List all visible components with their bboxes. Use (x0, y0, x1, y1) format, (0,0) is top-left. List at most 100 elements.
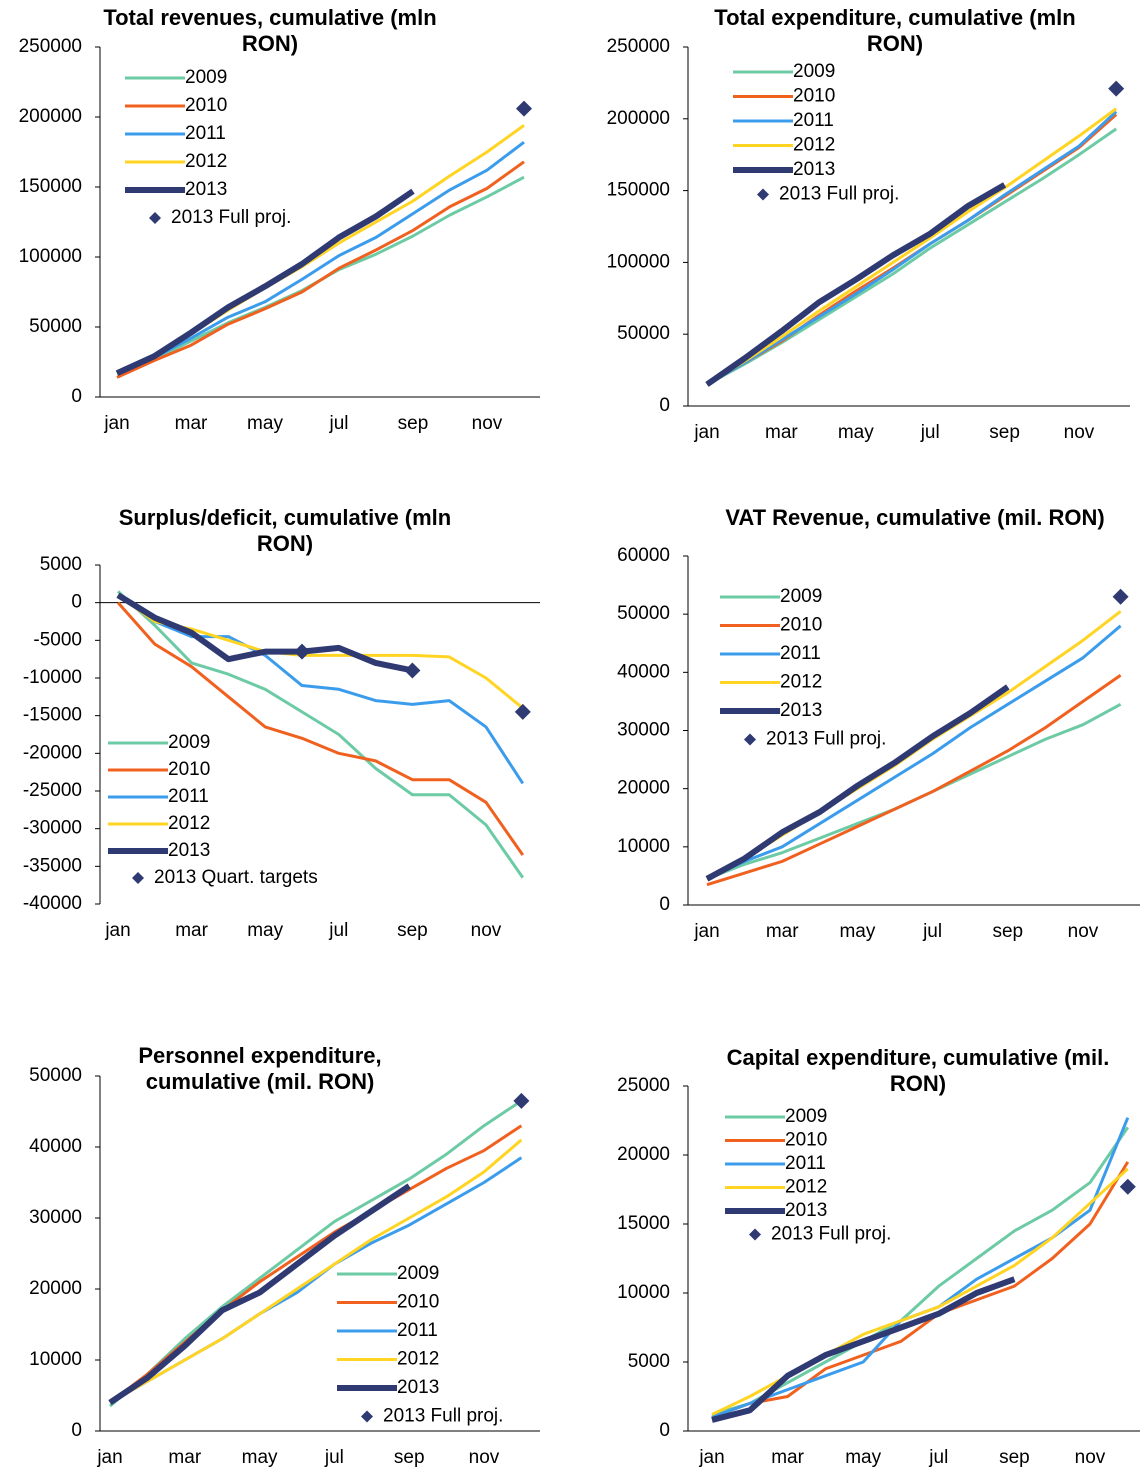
marker (513, 1092, 530, 1109)
legend-swatch (744, 733, 756, 746)
x-tick-label: jul (928, 1447, 948, 1468)
x-tick-label: sep (394, 1447, 425, 1468)
x-tick-label: nov (1064, 422, 1095, 443)
legend-label: 2010 (793, 86, 835, 107)
y-tick-label: 50000 (617, 603, 670, 624)
x-tick-label: nov (471, 920, 502, 941)
line (116, 590, 525, 879)
y-tick-label: 30000 (29, 1207, 82, 1228)
x-tick-label: jan (693, 422, 719, 443)
line (711, 1161, 1130, 1419)
line (109, 1099, 523, 1408)
legend-swatch (132, 872, 144, 884)
y-tick-label: -10000 (23, 667, 82, 688)
chart-title: VAT Revenue, cumulative (mil. RON) (725, 505, 1105, 530)
y-tick-label: 10000 (617, 836, 670, 857)
legend-label: 2012 (185, 151, 227, 172)
marker (404, 662, 421, 679)
x-tick-label: jul (324, 1447, 344, 1468)
y-tick-label: -30000 (23, 818, 82, 839)
line (706, 110, 1118, 386)
y-tick-label: 20000 (29, 1278, 82, 1299)
line (109, 1138, 523, 1404)
x-tick-label: mar (765, 422, 798, 443)
legend-label: 2013 (397, 1377, 439, 1398)
y-tick-label: 0 (71, 386, 82, 407)
chart-title: Total revenues, cumulative (mln RON) (103, 5, 437, 56)
y-tick-label: -35000 (23, 855, 82, 876)
x-tick-label: jul (328, 920, 348, 941)
y-tick-label: -15000 (23, 705, 82, 726)
y-tick-label: 100000 (19, 246, 82, 267)
legend-label: 2011 (780, 643, 821, 664)
legend-label: 2012 (397, 1349, 439, 1370)
x-tick-label: nov (469, 1447, 500, 1468)
legend-label: 2013 Quart. targets (154, 867, 318, 888)
y-tick-label: 40000 (617, 661, 670, 682)
legend-label: 2013 (793, 159, 835, 180)
x-tick-label: sep (398, 413, 429, 434)
marker (1112, 588, 1129, 605)
legend-label: 2013 Full proj. (766, 729, 886, 750)
legend-label: 2010 (780, 615, 822, 636)
y-tick-label: 30000 (617, 720, 670, 741)
line (117, 593, 525, 785)
legend-label: 2010 (168, 759, 210, 780)
y-tick-label: 0 (659, 1420, 670, 1441)
legend-label: 2009 (793, 61, 835, 82)
x-tick-label: jul (922, 921, 942, 942)
legend-label: 2013 Full proj. (383, 1406, 503, 1427)
chart-title: Capital expenditure, cumulative (mil. RO… (726, 1045, 1110, 1096)
legend-label: 2012 (780, 672, 822, 693)
y-tick-label: 0 (659, 894, 670, 915)
legend-swatch (361, 1410, 373, 1423)
legend-label: 2013 Full proj. (779, 184, 899, 205)
x-tick-label: may (839, 921, 875, 942)
y-tick-label: -20000 (23, 742, 82, 763)
x-tick-label: mar (168, 1447, 201, 1468)
line (116, 141, 525, 375)
chart-title: Personnel expenditure, cumulative (mil. … (138, 1043, 382, 1094)
x-tick-label: may (247, 920, 283, 941)
legend-swatch (757, 188, 769, 201)
legend-label: 2013 (168, 840, 210, 861)
y-tick-label: 0 (71, 1420, 82, 1441)
x-tick-label: sep (989, 422, 1020, 443)
x-tick-label: jan (96, 1447, 122, 1468)
x-tick-label: jan (693, 921, 719, 942)
y-tick-label: 200000 (19, 106, 82, 127)
line (116, 592, 414, 674)
line (108, 1183, 411, 1406)
y-tick-label: 60000 (617, 545, 670, 566)
line (706, 107, 1118, 386)
y-tick-label: 150000 (607, 180, 670, 201)
x-tick-label: sep (992, 921, 1023, 942)
y-tick-label: 200000 (607, 108, 670, 129)
y-tick-label: 150000 (19, 176, 82, 197)
x-tick-label: may (845, 1447, 881, 1468)
x-tick-label: nov (1075, 1447, 1106, 1468)
x-tick-label: may (242, 1447, 278, 1468)
line (711, 1167, 1129, 1416)
x-tick-label: jul (328, 413, 348, 434)
x-tick-label: may (247, 413, 283, 434)
legend-label: 2010 (397, 1292, 439, 1313)
line (705, 684, 1010, 882)
marker (294, 643, 310, 660)
y-tick-label: 50000 (617, 323, 670, 344)
x-tick-label: jan (103, 413, 129, 434)
legend-label: 2011 (793, 110, 834, 131)
x-tick-label: jul (920, 422, 940, 443)
legend-label: 2011 (397, 1320, 438, 1341)
y-tick-label: 0 (71, 592, 82, 613)
x-tick-label: nov (472, 413, 503, 434)
x-tick-label: sep (397, 920, 428, 941)
line (115, 188, 415, 376)
y-tick-label: 0 (659, 395, 670, 416)
x-tick-label: jan (104, 920, 130, 941)
legend-label: 2011 (168, 786, 209, 807)
line (116, 160, 525, 379)
legend-label: 2012 (785, 1177, 827, 1198)
marker (514, 703, 531, 720)
